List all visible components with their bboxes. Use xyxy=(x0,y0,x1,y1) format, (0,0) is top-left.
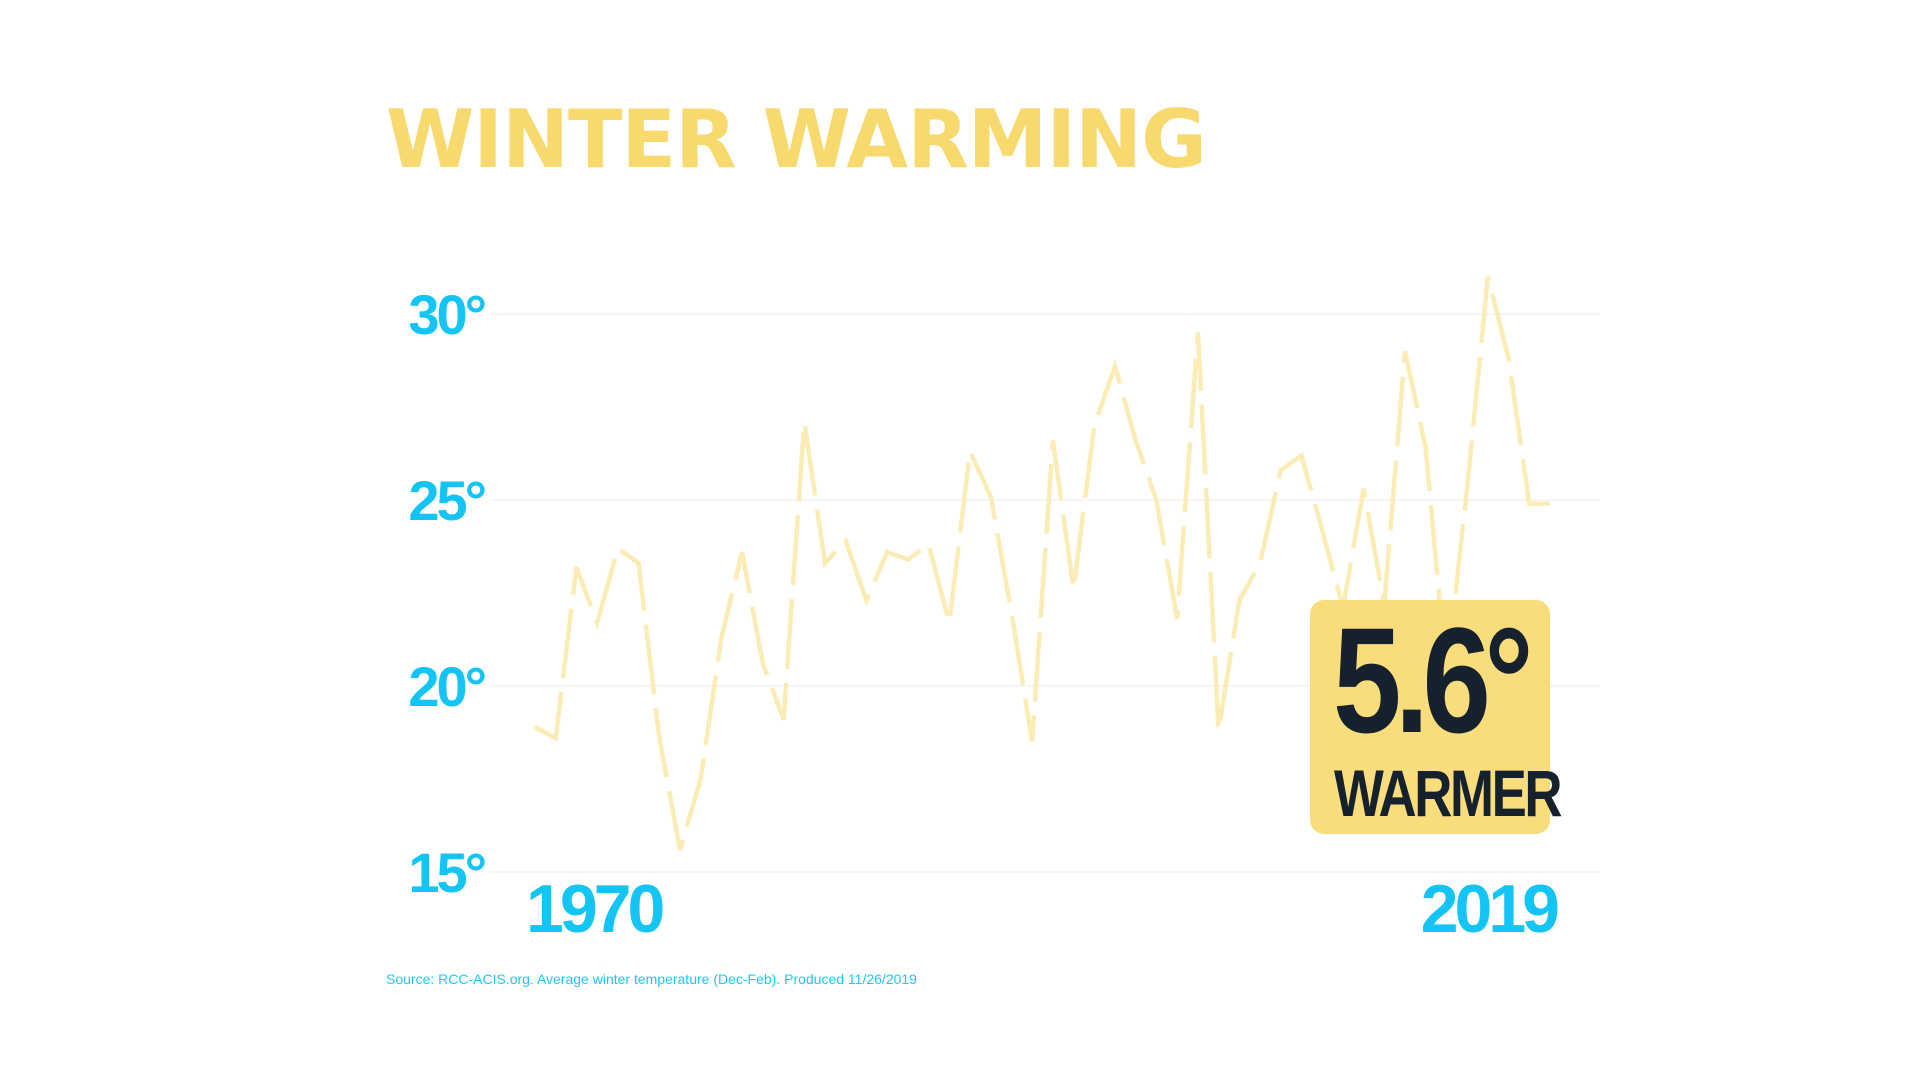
series-line xyxy=(533,276,1550,851)
data-point-1984 xyxy=(823,561,827,565)
data-point-1987 xyxy=(885,550,889,554)
data-point-1971 xyxy=(554,736,558,740)
data-point-2008 xyxy=(1320,528,1324,532)
data-point-1988 xyxy=(906,558,910,562)
data-point-2005 xyxy=(1258,561,1262,565)
data-point-2007 xyxy=(1299,453,1303,457)
data-point-1995 xyxy=(1051,438,1055,442)
data-point-1979 xyxy=(719,636,723,640)
data-point-1981 xyxy=(761,662,765,666)
data-point-1986 xyxy=(864,598,868,602)
data-point-2002 xyxy=(1196,331,1200,335)
data-point-1993 xyxy=(1009,610,1013,614)
data-point-2000 xyxy=(1154,498,1158,502)
y-tick-label-20: 20° xyxy=(408,655,484,718)
data-point-2004 xyxy=(1237,598,1241,602)
data-point-1999 xyxy=(1134,438,1138,442)
data-point-1983 xyxy=(802,420,806,424)
data-point-1976 xyxy=(657,736,661,740)
x-axis-ticks: 1970 2019 xyxy=(526,871,1562,947)
data-point-1978 xyxy=(699,777,703,781)
y-tick-label-15: 15° xyxy=(408,841,484,904)
data-point-2015 xyxy=(1465,487,1469,491)
data-point-1998 xyxy=(1113,364,1117,368)
data-point-2003 xyxy=(1217,729,1221,733)
source-note: Source: RCC-ACIS.org. Average winter tem… xyxy=(386,971,917,987)
data-point-1982 xyxy=(782,717,786,721)
data-point-2019 xyxy=(1548,502,1552,506)
chart-title: WINTER WARMING xyxy=(386,93,1207,186)
data-point-1992 xyxy=(989,494,993,498)
data-point-2006 xyxy=(1279,468,1283,472)
series-line-layer xyxy=(533,275,1552,852)
data-point-1974 xyxy=(616,546,620,550)
data-point-1990 xyxy=(947,621,951,625)
y-tick-label-30: 30° xyxy=(408,283,484,346)
x-tick-label-1970: 1970 xyxy=(526,871,663,947)
data-point-2013 xyxy=(1424,446,1428,450)
data-point-1991 xyxy=(968,450,972,454)
data-point-2012 xyxy=(1403,349,1407,353)
data-point-1973 xyxy=(595,621,599,625)
data-point-2001 xyxy=(1175,617,1179,621)
x-tick-label-2019: 2019 xyxy=(1421,871,1558,947)
data-point-2017 xyxy=(1507,357,1511,361)
data-point-1997 xyxy=(1092,424,1096,428)
data-point-1970 xyxy=(533,725,537,729)
y-axis-ticks: 30° 25° 20° 15° xyxy=(408,283,487,904)
data-point-1996 xyxy=(1072,587,1076,591)
y-tick-label-25: 25° xyxy=(408,469,484,532)
data-point-2010 xyxy=(1362,487,1366,491)
data-point-1972 xyxy=(574,565,578,569)
callout-value: 5.6° xyxy=(1333,596,1534,764)
data-point-1980 xyxy=(740,550,744,554)
data-point-1994 xyxy=(1030,740,1034,744)
data-point-2016 xyxy=(1486,275,1490,279)
data-point-1977 xyxy=(678,848,682,852)
data-point-1989 xyxy=(927,543,931,547)
warming-callout-badge: 5.6° WARMER xyxy=(1310,596,1563,834)
data-point-1975 xyxy=(637,561,641,565)
data-point-2018 xyxy=(1527,502,1531,506)
callout-label: WARMER xyxy=(1334,756,1563,830)
data-point-1985 xyxy=(844,539,848,543)
